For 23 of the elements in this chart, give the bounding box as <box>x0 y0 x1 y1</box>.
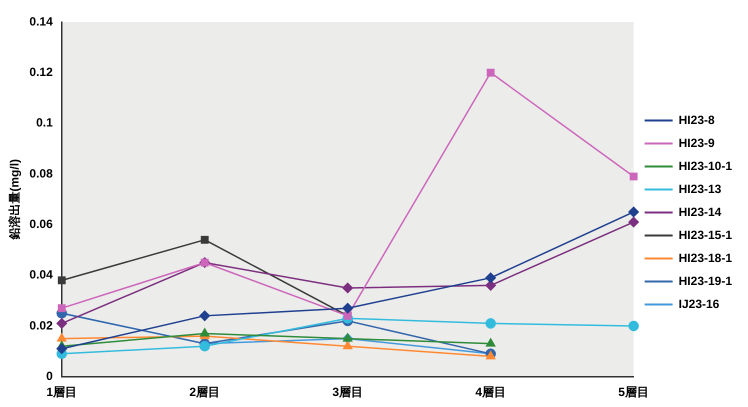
y-tick-label: 0.1 <box>36 116 54 130</box>
y-axis-title: 鉛溶出量(mg/l) <box>8 158 22 241</box>
y-tick-label: 0.04 <box>29 268 54 282</box>
y-tick-label: 0.14 <box>29 14 54 28</box>
legend-label: HI23-8 <box>678 112 715 127</box>
y-tick-label: 0.02 <box>29 318 54 332</box>
y-tick-label: 0 <box>46 368 54 383</box>
legend-label: HI23-9 <box>678 136 715 150</box>
legend-label: HI23-14 <box>678 204 722 219</box>
legend-label: HI23-15-1 <box>678 228 732 242</box>
x-tick-label: 1層目 <box>46 385 78 400</box>
y-tick-label: 0.08 <box>29 166 54 180</box>
legend-label: HI23-10-1 <box>678 158 732 173</box>
y-tick-label: 0.06 <box>29 216 54 231</box>
x-tick-label: 3層目 <box>332 385 364 400</box>
x-tick-label: 5層目 <box>618 385 649 400</box>
legend-label: HI23-19-1 <box>678 274 732 288</box>
legend-label: HI23-13 <box>678 182 722 196</box>
legend-label: IJ23-16 <box>678 296 720 311</box>
y-tick-label: 0.12 <box>29 64 54 79</box>
x-tick-label: 2層目 <box>189 385 220 400</box>
x-tick-label: 4層目 <box>475 385 506 400</box>
legend-label: HI23-18-1 <box>678 250 732 265</box>
